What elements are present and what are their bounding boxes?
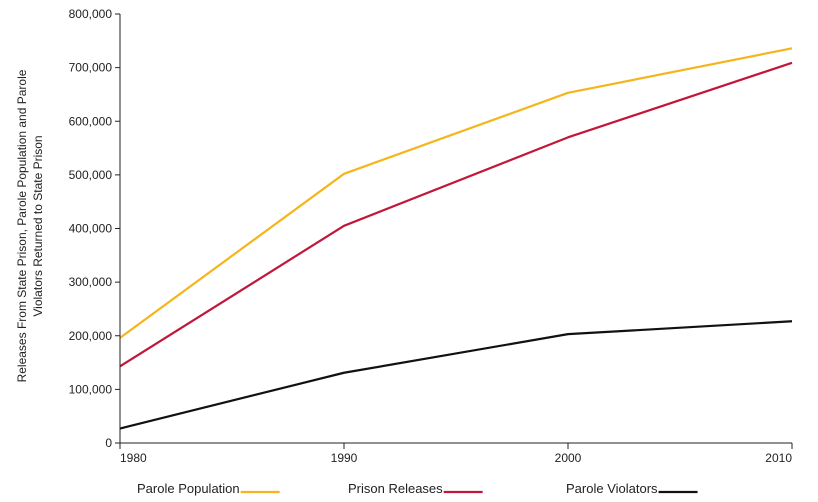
legend-item-parole-population: Parole Population: [137, 481, 280, 496]
y-tick-label: 700,000: [69, 61, 113, 75]
legend-label: Parole Population: [137, 481, 240, 496]
legend-label: Prison Releases: [348, 481, 443, 496]
y-tick-label: 800,000: [69, 7, 113, 21]
x-tick-label: 1980: [120, 451, 147, 465]
y-tick-label: 300,000: [69, 275, 113, 289]
y-tick-label: 100,000: [69, 382, 113, 396]
y-axis-title: Releases From State Prison, Parole Popul…: [15, 69, 45, 382]
y-tick-label: 0: [105, 436, 112, 450]
legend: Parole Population Prison Releases Parole V…: [137, 481, 698, 496]
x-axis-ticks: 1980 1990 2000 2010: [119, 443, 793, 465]
y-tick-label: 500,000: [69, 168, 113, 182]
x-tick-label: 2010: [765, 451, 792, 465]
series-line-prison-releases: [119, 61, 793, 368]
axes: [119, 14, 792, 444]
y-tick-label: 600,000: [69, 114, 113, 128]
legend-label: Parole Violators: [566, 481, 658, 496]
y-axis-title-line-1: Releases From State Prison, Parole Popul…: [15, 69, 29, 382]
series-lines: [119, 47, 793, 430]
y-axis-title-line-2: Violators Returned to State Prison: [31, 135, 45, 316]
legend-item-parole-violators: Parole Violators: [566, 481, 698, 496]
y-tick-label: 200,000: [69, 329, 113, 343]
legend-item-prison-releases: Prison Releases: [348, 481, 483, 496]
series-line-parole-population: [119, 47, 793, 339]
x-tick-label: 2000: [555, 451, 582, 465]
x-tick-label: 1990: [331, 451, 358, 465]
series-line-parole-violators: [119, 320, 793, 430]
y-axis-ticks: 0 100,000 200,000 300,000 400,000 500,000 600,…: [69, 7, 120, 450]
y-tick-label: 400,000: [69, 222, 113, 236]
